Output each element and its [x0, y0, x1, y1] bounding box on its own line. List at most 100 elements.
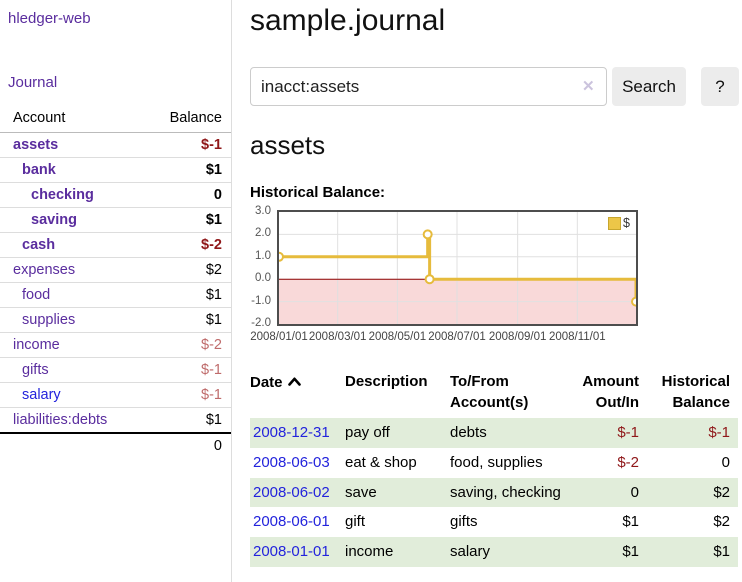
- account-row: gifts $-1: [0, 357, 231, 383]
- clear-search-icon[interactable]: ✕: [582, 78, 595, 95]
- y-axis-tick-label: 0.0: [255, 272, 271, 285]
- account-link-supplies[interactable]: supplies: [22, 312, 76, 328]
- y-axis-tick-label: 1.0: [255, 249, 271, 262]
- tx-accounts: debts: [450, 424, 487, 441]
- account-link-expenses[interactable]: expenses: [13, 262, 76, 278]
- account-row: supplies $1: [0, 307, 231, 333]
- sort-ascending-icon: [287, 371, 301, 392]
- account-balance: 0: [151, 182, 231, 208]
- account-link-bank[interactable]: bank: [22, 162, 56, 178]
- account-balance: $1: [151, 307, 231, 333]
- search-button[interactable]: Search: [612, 67, 686, 106]
- account-balance: $-1: [151, 382, 231, 408]
- chart-legend: $: [608, 216, 630, 230]
- main-content: sample.journal ✕ Search ? assets Histori…: [250, 0, 742, 567]
- tx-header-balance: Historical Balance: [661, 373, 730, 411]
- y-axis-tick-label: -1.0: [251, 294, 271, 307]
- account-row: assets $-1: [0, 132, 231, 158]
- account-balance: $-1: [151, 132, 231, 158]
- nav-journal-link[interactable]: Journal: [8, 74, 58, 91]
- account-link-gifts[interactable]: gifts: [22, 362, 49, 378]
- tx-date-link[interactable]: 2008-12-31: [253, 424, 330, 441]
- account-link-income[interactable]: income: [13, 337, 60, 353]
- accounts-total-value: 0: [151, 432, 231, 458]
- account-balance: $1: [151, 207, 231, 233]
- chart-canvas: [279, 212, 636, 324]
- account-row: salary $-1: [0, 382, 231, 408]
- account-link-saving[interactable]: saving: [31, 212, 77, 228]
- search-input[interactable]: [250, 67, 607, 106]
- account-row: expenses $2: [0, 257, 231, 283]
- account-page-title: assets: [250, 130, 326, 160]
- account-link-liabilities-debts[interactable]: liabilities:debts: [13, 412, 108, 428]
- tx-date-link[interactable]: 2008-06-01: [253, 513, 330, 531]
- sidebar: hledger-web Journal Account Balance asse…: [0, 0, 232, 582]
- x-axis-tick-label: 2008/11/01: [548, 331, 606, 343]
- account-row: bank $1: [0, 157, 231, 183]
- tx-date-link[interactable]: 2008-06-02: [253, 483, 330, 501]
- account-row: cash $-2: [0, 232, 231, 258]
- tx-accounts: gifts: [450, 513, 478, 531]
- account-row: saving $1: [0, 207, 231, 233]
- accounts-total-row: 0: [0, 432, 231, 458]
- account-row: food $1: [0, 282, 231, 308]
- x-axis-tick-label: 2008/01/01: [250, 331, 308, 343]
- help-button[interactable]: ?: [701, 67, 739, 106]
- tx-amount: $1: [622, 543, 639, 560]
- tx-balance: $2: [713, 483, 730, 501]
- tx-header-amount: Amount Out/In: [582, 373, 639, 411]
- chart-plot-area[interactable]: $: [277, 210, 638, 326]
- x-axis-tick-label: 2008/05/01: [368, 331, 427, 343]
- transaction-row: 2008-06-01 gift gifts $1 $2: [250, 507, 738, 537]
- tx-amount: $-1: [617, 424, 639, 441]
- tx-balance: $2: [713, 513, 730, 531]
- account-balance: $2: [151, 257, 231, 283]
- account-balance-table: Account Balance assets $-1 bank $1 check…: [0, 107, 231, 458]
- account-link-checking[interactable]: checking: [31, 187, 94, 203]
- account-link-salary[interactable]: salary: [22, 387, 61, 403]
- account-link-assets[interactable]: assets: [13, 137, 59, 153]
- tx-accounts: saving, checking: [450, 483, 561, 501]
- account-column-header: Account: [0, 107, 152, 133]
- journal-title: sample.journal: [250, 4, 446, 37]
- tx-amount: 0: [630, 483, 639, 501]
- y-axis-tick-label: 3.0: [255, 205, 271, 217]
- tx-header-description: Description: [345, 373, 428, 390]
- tx-accounts: salary: [450, 543, 491, 560]
- account-balance: $-1: [151, 357, 231, 383]
- tx-header-accounts: To/From Account(s): [450, 373, 529, 411]
- y-axis-tick-label: 2.0: [255, 227, 271, 240]
- legend-swatch-icon: [608, 216, 622, 230]
- account-row: liabilities:debts $1: [0, 407, 231, 434]
- x-axis-tick-label: 2008/07/01: [428, 331, 486, 343]
- account-link-food[interactable]: food: [22, 287, 51, 303]
- tx-date-link[interactable]: 2008-06-03: [253, 453, 330, 471]
- transaction-row: 2008-01-01 income salary $1 $1: [250, 537, 738, 567]
- account-link-cash[interactable]: cash: [22, 237, 56, 253]
- x-axis-tick-label: 2008/09/01: [488, 331, 547, 343]
- transactions-table: Date Description To/From Account(s) Amou…: [250, 369, 738, 567]
- account-balance: $-2: [151, 332, 231, 358]
- tx-description: gift: [345, 513, 366, 531]
- tx-date-link[interactable]: 2008-01-01: [253, 543, 330, 560]
- tx-description: eat & shop: [345, 453, 417, 471]
- tx-balance: $-1: [708, 424, 730, 441]
- tx-accounts: food, supplies: [450, 453, 543, 471]
- legend-label: $: [623, 216, 630, 230]
- account-balance: $1: [151, 157, 231, 183]
- x-axis-tick-label: 2008/03/01: [308, 331, 367, 343]
- chart-title: Historical Balance:: [250, 184, 386, 201]
- tx-balance: 0: [721, 453, 730, 471]
- account-balance: $1: [151, 407, 231, 434]
- balance-column-header: Balance: [151, 107, 231, 133]
- tx-header-date[interactable]: Date: [250, 369, 345, 418]
- search-form: ✕ Search ?: [250, 67, 742, 106]
- account-row: checking 0: [0, 182, 231, 208]
- transaction-row: 2008-06-02 save saving, checking 0 $2: [250, 477, 738, 508]
- account-balance: $-2: [151, 232, 231, 258]
- y-axis-tick-label: -2.0: [251, 317, 271, 329]
- brand-link[interactable]: hledger-web: [8, 10, 91, 27]
- tx-description: income: [345, 543, 394, 560]
- account-row: income $-2: [0, 332, 231, 358]
- tx-amount: $-2: [617, 453, 639, 471]
